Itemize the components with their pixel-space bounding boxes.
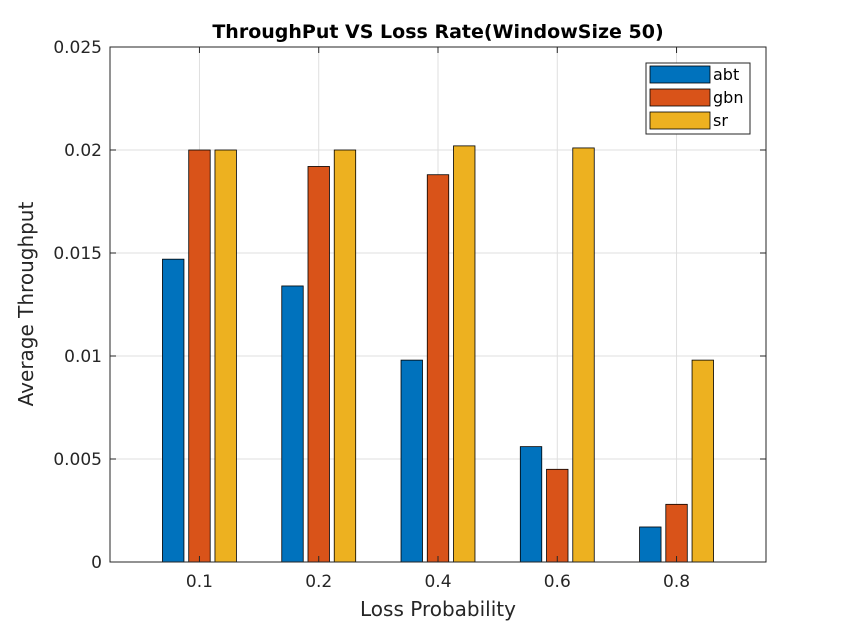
bar-abt-0.1: [162, 258, 185, 563]
bar-abt-0.6: [519, 446, 543, 563]
legend-label-gbn: gbn: [713, 88, 743, 107]
y-tick-label: 0: [91, 553, 102, 573]
bar-abt-0.8: [639, 526, 662, 563]
y-tick-label: 0.01: [64, 347, 102, 367]
bar-abt-0.4: [400, 359, 423, 563]
bar-sr-0.2: [333, 149, 357, 563]
tick-labels: 0 0.005 0.01 0.015 0.02 0.025 0.1 0.2 0.4 0.6 0.8: [53, 38, 690, 592]
bar-gbn-0.4: [426, 174, 450, 563]
chart-title: ThroughPut VS Loss Rate(WindowSize 50): [212, 21, 663, 43]
bar-sr-0.8: [691, 359, 714, 563]
legend-swatch-sr: [649, 111, 711, 130]
bar-abt-0.2: [281, 285, 304, 563]
legend-swatch-gbn: [649, 88, 711, 107]
bar-gbn-0.8: [665, 503, 688, 563]
legend-label-abt: abt: [713, 65, 739, 84]
x-tick-label: 0.1: [186, 572, 213, 592]
y-axis-label: Average Throughput: [14, 202, 38, 407]
legend: abt gbn sr: [645, 62, 751, 135]
bar-sr-0.1: [214, 149, 237, 563]
legend-label-sr: sr: [713, 111, 728, 130]
axes: [109, 46, 767, 563]
bar-sr-0.4: [453, 145, 476, 563]
plot-frame: [109, 46, 767, 563]
bar-gbn-0.6: [546, 468, 569, 563]
y-tick-label: 0.015: [53, 244, 102, 264]
bar-sr-0.6: [572, 147, 595, 563]
x-tick-label: 0.2: [305, 572, 332, 592]
y-tick-label: 0.025: [53, 38, 102, 58]
y-tick-label: 0.02: [64, 141, 102, 161]
x-tick-label: 0.6: [544, 572, 571, 592]
x-tick-label: 0.8: [663, 572, 690, 592]
legend-swatch-abt: [649, 65, 711, 84]
x-tick-label: 0.4: [424, 572, 451, 592]
bar-gbn-0.2: [307, 166, 330, 563]
x-axis-label: Loss Probability: [360, 597, 516, 621]
bar-gbn-0.1: [188, 149, 211, 563]
y-tick-label: 0.005: [53, 450, 102, 470]
